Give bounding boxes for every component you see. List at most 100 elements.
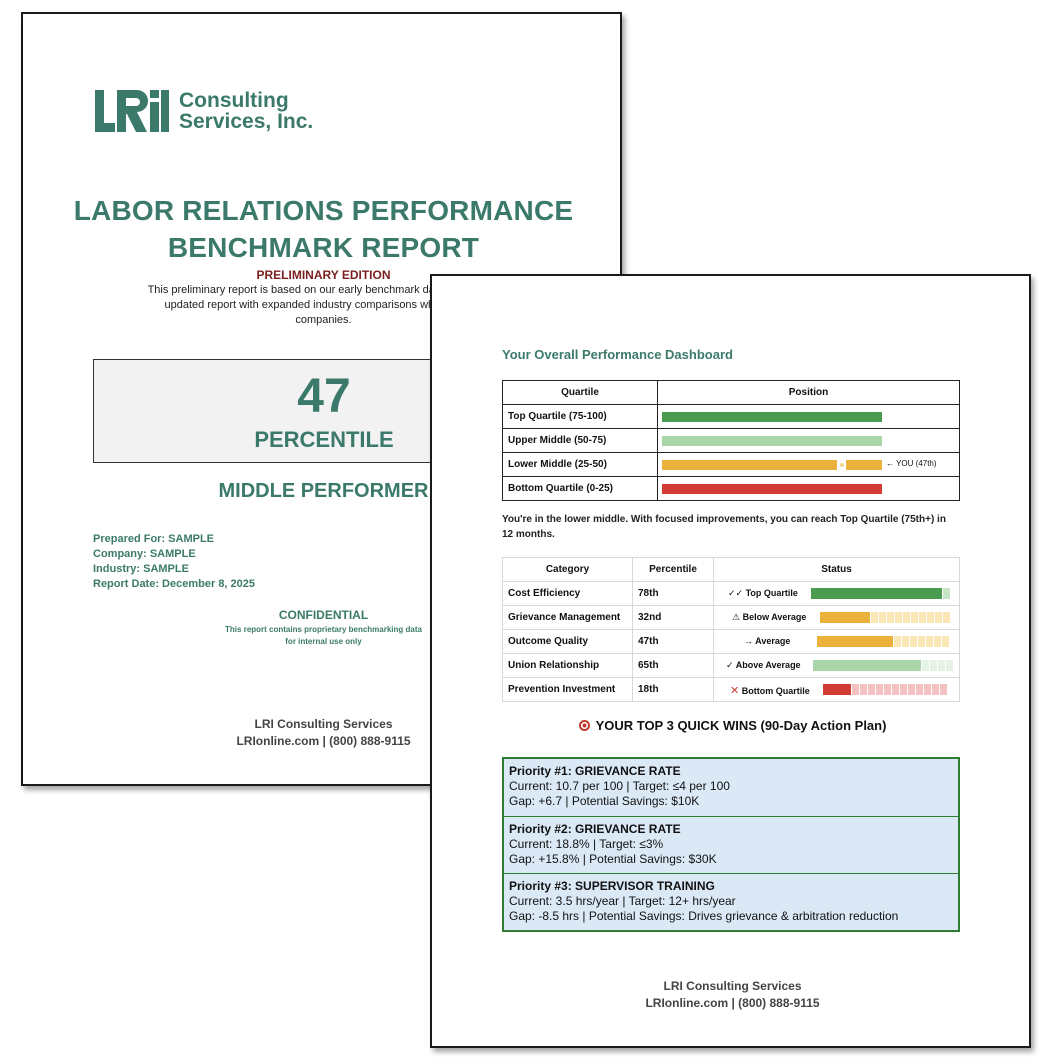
status-bar-segment — [871, 612, 878, 623]
dashboard-page: Your Overall Performance Dashboard Quart… — [430, 274, 1031, 1048]
quick-wins-title: YOUR TOP 3 QUICK WINS (90-Day Action Pla… — [432, 718, 1033, 733]
status-bar-fill — [817, 636, 893, 647]
summary-line-1: You're in the lower middle. With focused… — [502, 514, 946, 525]
category-row: Cost Efficiency 78th ✓✓ Top Quartile — [502, 581, 960, 606]
status-label-text: Bottom Quartile — [739, 686, 810, 696]
status-label: ✓✓ Top Quartile — [728, 588, 798, 598]
priority-item: Priority #3: SUPERVISOR TRAINING Current:… — [504, 873, 958, 930]
status-bar-segment — [924, 684, 931, 695]
status-bar-segment — [946, 660, 953, 671]
status-bar-segment — [935, 612, 942, 623]
status-label: → Average — [744, 636, 791, 646]
position-cell — [657, 404, 960, 429]
status-bar-segment — [922, 660, 929, 671]
quartile-row: Upper Middle (50-75) — [502, 428, 960, 453]
quartile-label: Lower Middle (25-50) — [502, 452, 658, 477]
category-percentile: 47th — [632, 629, 714, 654]
priority-current-target: Current: 10.7 per 100 | Target: ≤4 per 1… — [509, 779, 730, 793]
category-row: Grievance Management 32nd ⚠ Below Average — [502, 605, 960, 630]
category-name: Grievance Management — [502, 605, 633, 630]
status-bar-segment — [918, 636, 925, 647]
status-bar-segment — [900, 684, 907, 695]
you-dot — [840, 463, 844, 467]
summary-text: You're in the lower middle. With focused… — [502, 512, 962, 542]
prepared-for: Prepared For: SAMPLE — [93, 533, 215, 545]
quartile-table: Quartile Position Top Quartile (75-100) U… — [502, 380, 960, 501]
quick-wins-title-text: YOUR TOP 3 QUICK WINS (90-Day Action Pla… — [595, 718, 887, 733]
priority-gap-savings: Gap: -8.5 hrs | Potential Savings: Drive… — [509, 909, 899, 923]
quartile-bar — [662, 484, 882, 494]
status-bar-segment — [879, 612, 886, 623]
status-bar-segment — [932, 684, 939, 695]
percentile-label: PERCENTILE — [254, 427, 394, 452]
status-bar-segment — [884, 684, 891, 695]
status-bar-fill — [811, 588, 942, 599]
status-bar-segment — [911, 612, 918, 623]
report-title-line-1: LABOR RELATIONS PERFORMANCE — [73, 195, 574, 226]
confidential-note-line-1: This report contains proprietary benchma… — [225, 625, 422, 634]
category-name: Cost Efficiency — [502, 581, 633, 606]
intro-line-1: This preliminary report is based on our … — [147, 284, 500, 296]
status-bar-segment — [852, 684, 859, 695]
status-bar-segment — [943, 612, 950, 623]
status-bar-segment — [908, 684, 915, 695]
percentile-header: Percentile — [632, 557, 714, 582]
category-status: ⚠ Below Average — [713, 605, 960, 630]
status-bar — [817, 636, 954, 647]
quartile-table-header: Quartile Position — [502, 380, 960, 405]
quartile-label: Top Quartile (75-100) — [502, 404, 658, 429]
report-title-line-2: BENCHMARK REPORT — [167, 232, 480, 263]
edition-label: PRELIMINARY EDITION — [256, 268, 391, 282]
quartile-bar — [662, 412, 882, 422]
confidential-heading: CONFIDENTIAL — [278, 608, 369, 622]
x-icon: ✕ — [730, 685, 740, 697]
status-label: ✓ Above Average — [726, 660, 801, 670]
status-bar — [813, 660, 954, 671]
status-bar-fill — [823, 684, 851, 695]
confidential-note-line-2: for internal use only — [285, 637, 362, 646]
status-bar-segment — [860, 684, 867, 695]
target-icon — [578, 720, 590, 731]
logo-line-1: Consulting — [179, 89, 289, 112]
category-table-header: Category Percentile Status — [502, 557, 960, 582]
status-header: Status — [713, 557, 960, 582]
report-meta: Prepared For: SAMPLE Company: SAMPLE Ind… — [93, 532, 255, 592]
quartile-row: Bottom Quartile (0-25) — [502, 476, 960, 501]
status-bar-segment — [868, 684, 875, 695]
status-bar-segment — [927, 612, 934, 623]
industry: Industry: SAMPLE — [93, 563, 189, 575]
lri-logo-mark — [95, 90, 169, 132]
report-date: Report Date: December 8, 2025 — [93, 578, 256, 590]
status-bar-fill — [820, 612, 870, 623]
position-header: Position — [657, 380, 960, 405]
priority-gap-savings: Gap: +6.7 | Potential Savings: $10K — [509, 794, 700, 808]
category-name: Outcome Quality — [502, 629, 633, 654]
category-table: Category Percentile Status Cost Efficien… — [502, 557, 960, 702]
logo-line-2: Services, Inc. — [179, 110, 314, 133]
status-bar-segment — [895, 612, 902, 623]
status-bar-segment — [930, 660, 937, 671]
quartile-bar — [662, 436, 882, 446]
category-row: Union Relationship 65th ✓ Above Average — [502, 653, 960, 678]
status-bar — [820, 612, 954, 623]
category-status: ✓✓ Top Quartile — [713, 581, 960, 606]
status-bar-segment — [926, 636, 933, 647]
quartile-row: Top Quartile (75-100) — [502, 404, 960, 429]
footer-company-name: LRI Consulting Services — [663, 979, 802, 993]
category-status: ✕ Bottom Quartile — [713, 677, 960, 702]
dashboard-footer: LRI Consulting Services LRIonline.com | … — [432, 978, 1033, 1012]
footer-contact: LRIonline.com | (800) 888-9115 — [236, 734, 411, 748]
status-bar-segment — [919, 612, 926, 623]
status-label: ⚠ Below Average — [732, 612, 807, 622]
category-percentile: 32nd — [632, 605, 714, 630]
position-cell — [657, 428, 960, 453]
cover-footer: LRI Consulting Services LRIonline.com | … — [23, 716, 624, 750]
quartile-label: Bottom Quartile (0-25) — [502, 476, 658, 501]
priority-item: Priority #2: GRIEVANCE RATE Current: 18.8… — [504, 816, 958, 873]
category-status: → Average — [713, 629, 960, 654]
company: Company: SAMPLE — [93, 548, 196, 560]
category-percentile: 78th — [632, 581, 714, 606]
dashboard-title: Your Overall Performance Dashboard — [502, 347, 733, 362]
category-percentile: 65th — [632, 653, 714, 678]
status-bar — [823, 684, 954, 695]
